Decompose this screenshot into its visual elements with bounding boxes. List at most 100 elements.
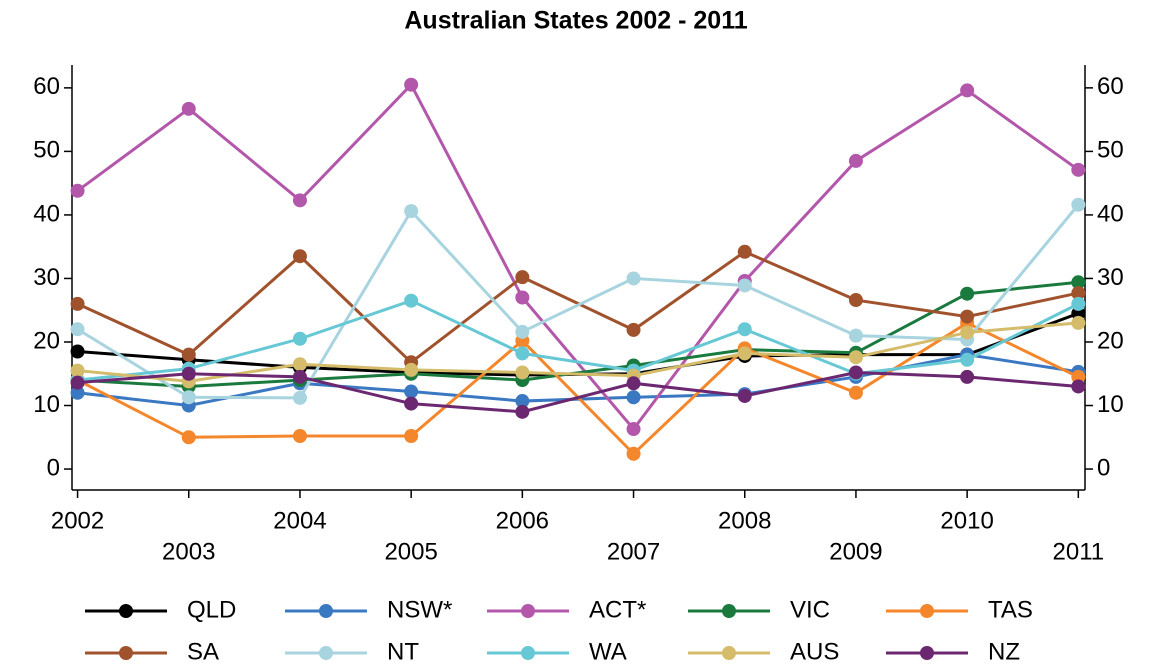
y-tick-label: 60 (33, 73, 60, 100)
y2-tick-label: 10 (1097, 391, 1124, 418)
x-tick-label: 2009 (829, 538, 882, 565)
data-point (1071, 162, 1086, 177)
data-point (1071, 379, 1086, 394)
series-line (77, 299, 1080, 382)
x-tick-label: 2005 (384, 538, 437, 565)
x-tick-label: 2010 (940, 507, 993, 534)
data-point (515, 404, 530, 419)
y2-tick-label: 50 (1097, 137, 1124, 164)
data-point (70, 385, 85, 400)
data-point (181, 347, 196, 362)
data-point (515, 270, 530, 285)
x-tick-label: 2004 (273, 507, 326, 534)
data-point (737, 388, 752, 403)
data-point (404, 77, 419, 92)
legend-marker (521, 604, 535, 618)
data-point (70, 296, 85, 311)
data-point (626, 322, 641, 337)
data-point (404, 204, 419, 219)
data-point (848, 385, 863, 400)
legend-label: ACT* (589, 596, 646, 623)
data-point (960, 83, 975, 98)
data-point (737, 244, 752, 259)
series-line (76, 203, 1080, 400)
data-point (404, 429, 419, 444)
legend-marker (119, 646, 133, 660)
x-tick-label: 2008 (718, 507, 771, 534)
legend-marker (722, 604, 736, 618)
data-point (1071, 197, 1086, 212)
y2-tick-label: 40 (1097, 200, 1124, 227)
x-tick-label: 2002 (51, 507, 104, 534)
data-point (848, 350, 863, 365)
data-point (181, 366, 196, 381)
chart-title: Australian States 2002 - 2011 (404, 7, 747, 35)
legend-marker (319, 646, 333, 660)
x-tick-label: 2007 (607, 538, 660, 565)
legend-label: TAS (988, 596, 1033, 623)
y2-tick-label: 30 (1097, 264, 1124, 291)
y2-tick-label: 60 (1097, 73, 1124, 100)
legend-label: WA (589, 638, 627, 665)
data-point (626, 271, 641, 286)
legend-label: SA (187, 638, 219, 665)
y-tick-label: 10 (33, 391, 60, 418)
data-point (848, 365, 863, 380)
legend-label: NT (387, 638, 419, 665)
data-point (292, 390, 307, 405)
x-tick-label: 2006 (496, 507, 549, 534)
data-point (848, 293, 863, 308)
data-point (404, 362, 419, 377)
data-point (515, 394, 530, 409)
data-point (70, 375, 85, 390)
data-point (626, 446, 641, 461)
data-point (515, 365, 530, 380)
data-point (292, 193, 307, 208)
series-line (77, 321, 1079, 383)
data-point (292, 331, 307, 346)
data-point (181, 101, 196, 116)
data-point (1071, 286, 1086, 301)
data-point (70, 322, 85, 337)
data-point (515, 324, 530, 339)
data-point (515, 346, 530, 361)
x-tick-label: 2003 (162, 538, 215, 565)
data-point (404, 396, 419, 411)
series-line (77, 370, 1079, 414)
data-point (737, 278, 752, 293)
legend-label: NSW* (387, 596, 452, 623)
data-point (960, 369, 975, 384)
series-line (77, 280, 1079, 388)
legend-marker (319, 604, 333, 618)
data-point (292, 357, 307, 372)
data-point (848, 153, 863, 168)
data-point (848, 328, 863, 343)
legend-marker (722, 646, 736, 660)
data-point (181, 430, 196, 445)
data-point (70, 363, 85, 378)
series-line (76, 82, 1080, 432)
data-point (181, 390, 196, 405)
data-point (515, 290, 530, 305)
data-point (960, 309, 975, 324)
data-point (292, 429, 307, 444)
y2-tick-label: 20 (1097, 327, 1124, 354)
legend-label: NZ (988, 638, 1020, 665)
x-tick-label: 2011 (1053, 538, 1105, 565)
data-point (737, 322, 752, 337)
legend-label: VIC (790, 596, 830, 623)
data-point (1071, 315, 1086, 330)
data-point (292, 249, 307, 264)
data-point (960, 352, 975, 367)
legend-marker (920, 604, 934, 618)
data-point (1071, 296, 1086, 311)
legend-label: QLD (187, 596, 236, 623)
data-point (404, 293, 419, 308)
data-point (737, 346, 752, 361)
y2-tick-label: 0 (1097, 454, 1110, 481)
legend-label: AUS (790, 638, 839, 665)
y-tick-label: 30 (33, 264, 60, 291)
y-tick-label: 0 (47, 454, 60, 481)
data-point (404, 384, 419, 399)
